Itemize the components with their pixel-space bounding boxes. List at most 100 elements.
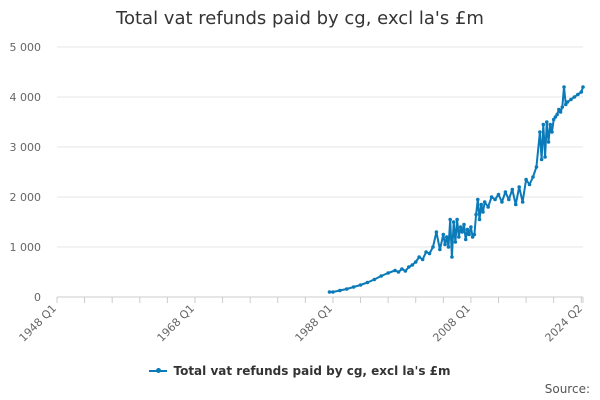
y-tick-label: 4 000 — [10, 91, 42, 104]
data-point[interactable] — [558, 110, 563, 114]
data-point[interactable] — [520, 200, 525, 204]
y-tick-label: 5 000 — [10, 41, 42, 54]
data-point[interactable] — [420, 257, 425, 262]
data-point[interactable] — [482, 200, 487, 204]
data-point[interactable] — [527, 182, 532, 187]
x-tick-label: 1988 Q1 — [293, 302, 336, 345]
data-point[interactable] — [327, 290, 332, 294]
data-point[interactable] — [424, 250, 428, 254]
data-point[interactable] — [444, 235, 449, 239]
data-point[interactable] — [393, 268, 397, 273]
data-point[interactable] — [465, 227, 470, 232]
data-point[interactable] — [417, 255, 421, 259]
data-point[interactable] — [481, 210, 485, 214]
data-point[interactable] — [453, 240, 458, 244]
legend[interactable]: Total vat refunds paid by cg, excl la's … — [0, 364, 600, 378]
data-point[interactable] — [543, 155, 547, 159]
data-point[interactable] — [531, 175, 535, 179]
data-point[interactable] — [539, 157, 544, 162]
source-label: Source: — [544, 382, 590, 396]
data-point[interactable] — [517, 185, 521, 189]
data-point[interactable] — [386, 271, 390, 275]
data-point[interactable] — [457, 235, 461, 239]
data-point[interactable] — [553, 115, 558, 119]
data-point[interactable] — [463, 237, 468, 242]
data-point[interactable] — [365, 280, 370, 285]
legend-swatch-icon — [149, 368, 168, 373]
data-point[interactable] — [524, 177, 528, 182]
data-point[interactable] — [413, 260, 418, 264]
x-tick-label: 1968 Q1 — [155, 302, 198, 345]
data-point[interactable] — [379, 274, 384, 278]
data-point[interactable] — [469, 225, 473, 229]
data-point[interactable] — [477, 217, 482, 222]
data-point[interactable] — [551, 117, 556, 122]
y-tick-label: 1 000 — [10, 241, 42, 254]
data-point[interactable] — [458, 225, 463, 229]
data-point[interactable] — [434, 230, 439, 234]
data-point[interactable] — [455, 217, 459, 222]
data-point[interactable] — [407, 265, 411, 269]
data-point[interactable] — [569, 97, 573, 102]
data-point[interactable] — [572, 95, 577, 99]
data-point[interactable] — [503, 190, 508, 194]
data-point[interactable] — [479, 202, 484, 207]
data-point[interactable] — [438, 247, 442, 252]
data-point[interactable] — [550, 130, 554, 134]
data-point[interactable] — [510, 187, 515, 192]
chart-title: Total vat refunds paid by cg, excl la's … — [116, 8, 484, 29]
data-point[interactable] — [560, 105, 565, 109]
data-point[interactable] — [581, 85, 585, 89]
data-point[interactable] — [474, 212, 478, 217]
data-point[interactable] — [548, 122, 553, 127]
data-point[interactable] — [431, 245, 435, 249]
y-axis: 0 1 000 2 000 3 000 4 000 5 000 — [10, 41, 42, 304]
data-point[interactable] — [541, 122, 546, 127]
y-tick-label: 2 000 — [10, 191, 42, 204]
data-point[interactable] — [546, 140, 551, 144]
data-point[interactable] — [446, 245, 451, 249]
data-point[interactable] — [555, 112, 559, 117]
data-point[interactable] — [400, 267, 404, 271]
x-tick-label: 2008 Q1 — [430, 302, 473, 345]
data-point[interactable] — [358, 283, 363, 287]
data-point[interactable] — [565, 100, 570, 104]
data-point[interactable] — [462, 222, 466, 227]
legend-label: Total vat refunds paid by cg, excl la's … — [173, 364, 451, 378]
data-point[interactable] — [344, 287, 349, 291]
data-point[interactable] — [396, 270, 401, 274]
data-point[interactable] — [467, 232, 471, 237]
data-point[interactable] — [410, 263, 415, 267]
data-point[interactable] — [351, 285, 356, 289]
data-point[interactable] — [534, 165, 539, 169]
data-point[interactable] — [489, 195, 494, 199]
data-point[interactable] — [427, 251, 432, 256]
data-point[interactable] — [372, 277, 377, 282]
data-point[interactable] — [500, 200, 504, 204]
data-point[interactable] — [576, 92, 580, 97]
y-tick-label: 3 000 — [10, 141, 42, 154]
data-point[interactable] — [450, 255, 454, 259]
data-point[interactable] — [451, 220, 456, 224]
data-point[interactable] — [476, 197, 480, 202]
data-point[interactable] — [338, 288, 342, 293]
data-point[interactable] — [486, 205, 490, 209]
data-point[interactable] — [448, 217, 453, 222]
data-point[interactable] — [563, 102, 568, 107]
data-point[interactable] — [403, 269, 408, 273]
data-point[interactable] — [443, 242, 447, 247]
data-point[interactable] — [513, 202, 518, 207]
data-point[interactable] — [579, 90, 584, 94]
data-point[interactable] — [507, 197, 511, 202]
data-point[interactable] — [538, 130, 542, 134]
data-point[interactable] — [544, 120, 549, 124]
data-point[interactable] — [496, 192, 501, 197]
data-point[interactable] — [331, 290, 335, 294]
series-line[interactable] — [329, 86, 584, 293]
data-point[interactable] — [562, 85, 566, 89]
data-point[interactable] — [441, 232, 446, 237]
data-point[interactable] — [472, 232, 477, 237]
data-point[interactable] — [493, 197, 497, 202]
data-point[interactable] — [460, 230, 465, 234]
